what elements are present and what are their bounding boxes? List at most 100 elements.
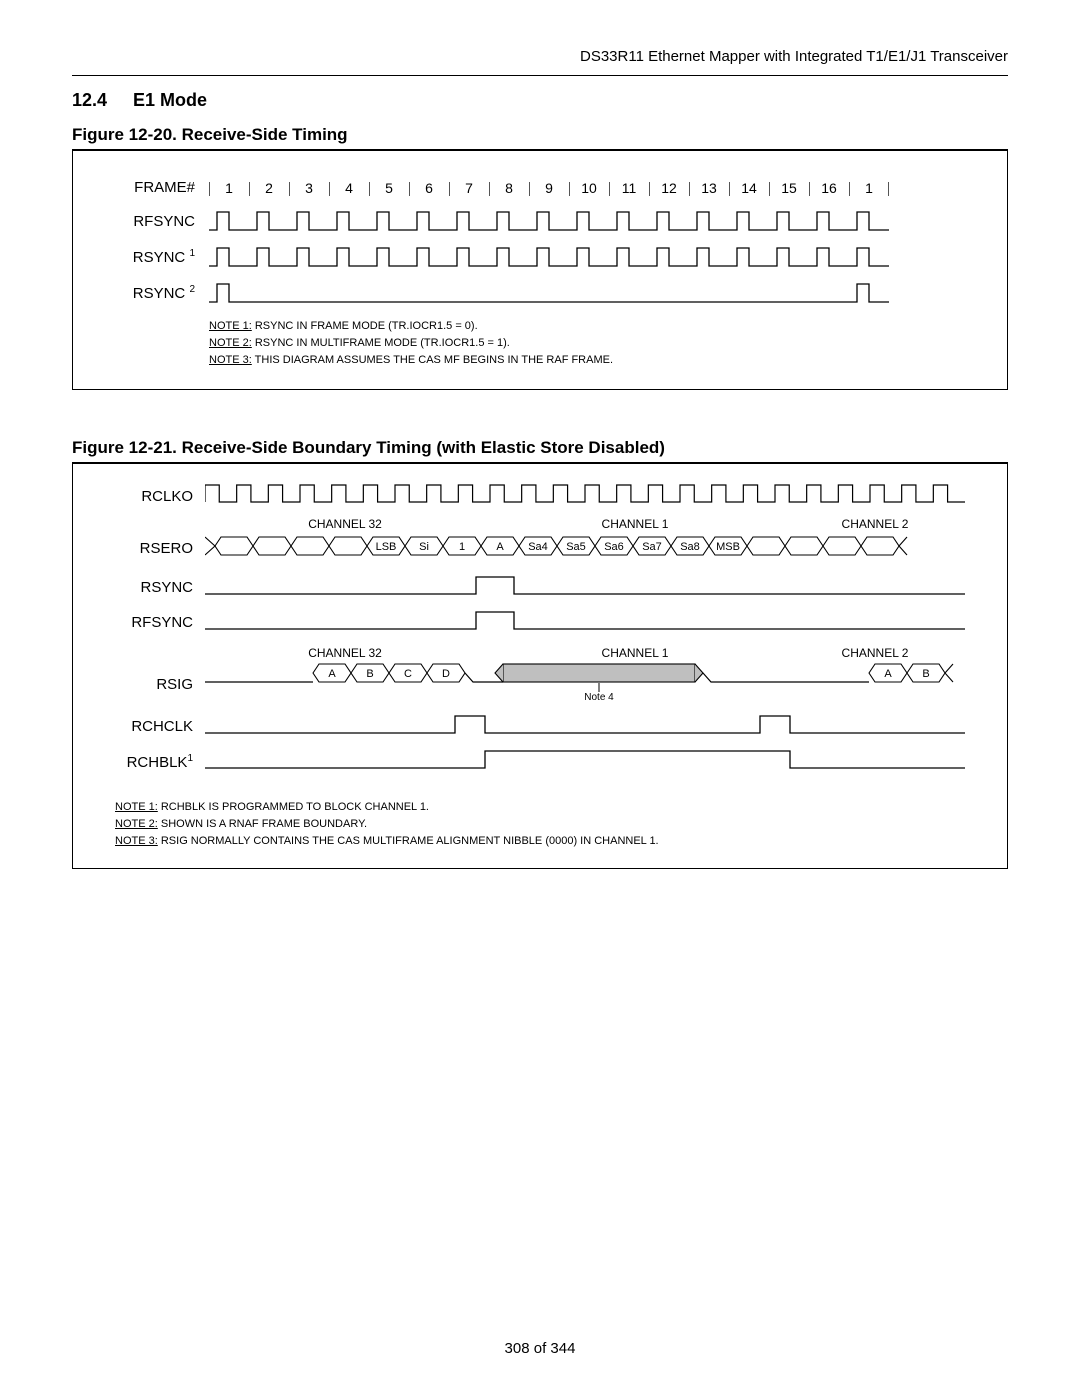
channel-labels-mid: CHANNEL 32 CHANNEL 1 CHANNEL 2 [205,646,979,660]
chan1-label: CHANNEL 1 [485,646,785,660]
pulse [729,246,769,268]
figure-21-box: RCLKO CHANNEL 32 CHANNEL 1 CHANNEL 2 RSE… [72,463,1008,869]
note-text: RSYNC IN MULTIFRAME MODE (TR.IOCR1.5 = 1… [252,337,510,349]
rfsync-row: RFSYNC [97,210,983,232]
pulse [449,246,489,268]
note-label: NOTE 1: [209,320,252,332]
svg-text:MSB: MSB [716,541,740,553]
rchblk-waveform [205,748,979,775]
rfsync-label: RFSYNC [97,213,209,230]
pulse [289,210,329,232]
frame-num: 12 [649,180,689,196]
frame-num: 2 [249,180,289,196]
note-label: NOTE 1: [115,801,158,813]
pulse [609,246,649,268]
frame-num: 14 [729,180,769,196]
pulse [489,210,529,232]
rchclk-row: RCHCLK [95,713,979,740]
rfsync-waveform-21 [205,609,979,636]
pulse [249,246,289,268]
pulse [689,246,729,268]
frame-num: 4 [329,180,369,196]
pulse [409,210,449,232]
pulse [729,210,769,232]
svg-text:1: 1 [459,541,465,553]
pulse [529,210,569,232]
rfsync-row-21: RFSYNC [95,609,979,636]
rsync2-row: RSYNC 2 [97,282,983,304]
pulse [409,246,449,268]
frame-num: 13 [689,180,729,196]
figure-20-notes: NOTE 1: RSYNC IN FRAME MODE (TR.IOCR1.5 … [209,318,983,369]
svg-text:B: B [366,668,373,680]
svg-text:Sa8: Sa8 [680,541,700,553]
pulse [329,246,369,268]
note-text: SHOWN IS A RNAF FRAME BOUNDARY. [158,818,367,830]
rsync1-row: RSYNC 1 [97,246,983,268]
pulse [569,246,609,268]
svg-text:D: D [442,668,450,680]
pulse [769,246,809,268]
svg-text:B: B [922,668,929,680]
svg-text:A: A [328,668,336,680]
pulse [369,210,409,232]
rchblk-text: RCHBLK [127,754,188,771]
pulse [849,246,889,268]
section-heading: 12.4 E1 Mode [72,90,1008,111]
rsync2-sup: 2 [189,284,195,295]
rsync-label: RSYNC [95,579,205,596]
frame-num: 8 [489,180,529,196]
svg-text:Sa4: Sa4 [528,541,548,553]
pulse [809,210,849,232]
rclko-waveform [205,482,979,511]
frame-num: 9 [529,180,569,196]
pulse [529,246,569,268]
pulse [489,246,529,268]
frame-num: 16 [809,180,849,196]
frame-num: 7 [449,180,489,196]
section-title: E1 Mode [133,90,207,110]
figure-21-notes: NOTE 1: RCHBLK IS PROGRAMMED TO BLOCK CH… [115,799,979,850]
note-label: NOTE 3: [209,354,252,366]
svg-text:Note 4: Note 4 [584,692,614,702]
rchblk-sup: 1 [187,753,193,764]
pulse [689,210,729,232]
pulse [209,210,249,232]
rchclk-waveform [205,713,979,740]
svg-text:LSB: LSB [376,541,397,553]
note-text: RCHBLK IS PROGRAMMED TO BLOCK CHANNEL 1. [158,801,429,813]
note-label: NOTE 2: [115,818,158,830]
channel-labels-top: CHANNEL 32 CHANNEL 1 CHANNEL 2 [205,517,979,531]
pulse [649,210,689,232]
rsero-row: RSERO LSBSi1ASa4Sa5Sa6Sa7Sa8MSB [95,533,979,564]
rsync1-text: RSYNC [133,249,186,266]
svg-text:Sa5: Sa5 [566,541,586,553]
rsync-row: RSYNC [95,574,979,601]
pulse [649,246,689,268]
note-text: THIS DIAGRAM ASSUMES THE CAS MF BEGINS I… [252,354,613,366]
pulse [449,210,489,232]
rsync2-text: RSYNC [133,285,186,302]
figure-21-title: Figure 12-21. Receive-Side Boundary Timi… [72,438,1008,458]
svg-text:Sa7: Sa7 [642,541,662,553]
rsig-row: RSIG ABCDABNote 4 [95,662,979,707]
rclko-row: RCLKO [95,482,979,511]
frame-row: FRAME# 123456789101112131415161 [97,179,983,196]
frame-numbers: 123456789101112131415161 [209,180,889,196]
frame-num: 1 [209,180,249,196]
rchblk-label: RCHBLK1 [95,753,205,771]
note-text: RSIG NORMALLY CONTAINS THE CAS MULTIFRAM… [158,835,659,847]
rsync-waveform [205,574,979,601]
figure-20-box: FRAME# 123456789101112131415161 RFSYNC R… [72,150,1008,390]
note-text: RSYNC IN FRAME MODE (TR.IOCR1.5 = 0). [252,320,478,332]
chan2-label: CHANNEL 2 [785,646,965,660]
pulse [609,210,649,232]
rfsync-label-21: RFSYNC [95,614,205,631]
svg-text:Sa6: Sa6 [604,541,624,553]
rchclk-label: RCHCLK [95,718,205,735]
page-number: 308 of 344 [0,1340,1080,1357]
pulse [369,246,409,268]
svg-text:A: A [496,541,504,553]
rsync1-sup: 1 [189,248,195,259]
chan1-label: CHANNEL 1 [485,517,785,531]
